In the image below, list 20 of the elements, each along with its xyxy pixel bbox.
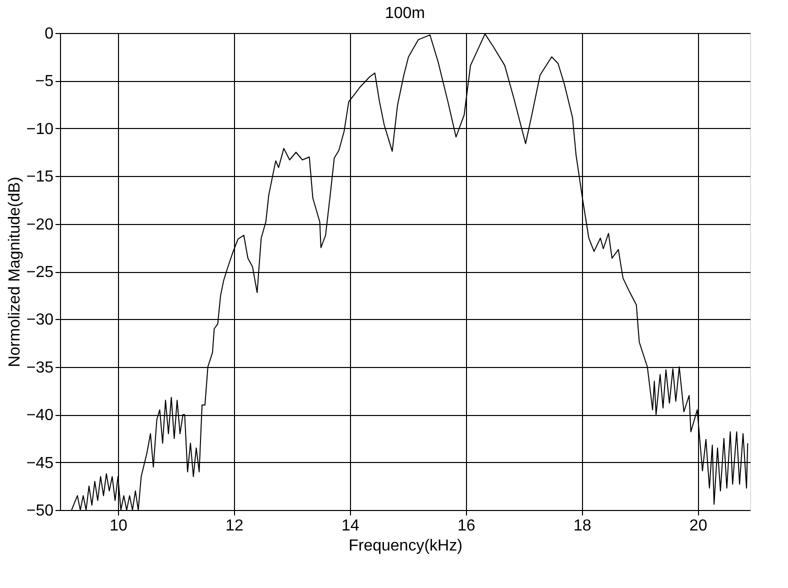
y-tick-label: 0 [44,26,54,42]
x-tick-label: 10 [110,518,128,534]
chart-title: 100m [384,5,426,22]
y-axis-title: Normolized Magnitude(dB) [6,176,24,368]
y-tick-label: −15 [26,168,54,186]
x-tick-label: 16 [457,518,476,534]
y-tick-label: −5 [35,73,54,90]
y-tick-label: −50 [26,502,54,520]
x-tick-label: 14 [342,518,360,534]
x-axis-title: Frequency(kHz) [348,538,462,554]
x-tick-label: 12 [226,518,244,534]
x-tick-label: 18 [573,518,592,534]
x-tick-label: 20 [689,518,708,534]
y-tick-label: −25 [26,264,54,281]
y-tick-label: −45 [26,454,54,472]
y-tick-label: −35 [26,359,54,376]
y-tick-label: −20 [26,216,54,234]
y-tick-label: −10 [26,120,54,138]
y-tick-label: −40 [26,407,54,424]
y-tick-label: −30 [26,312,54,329]
